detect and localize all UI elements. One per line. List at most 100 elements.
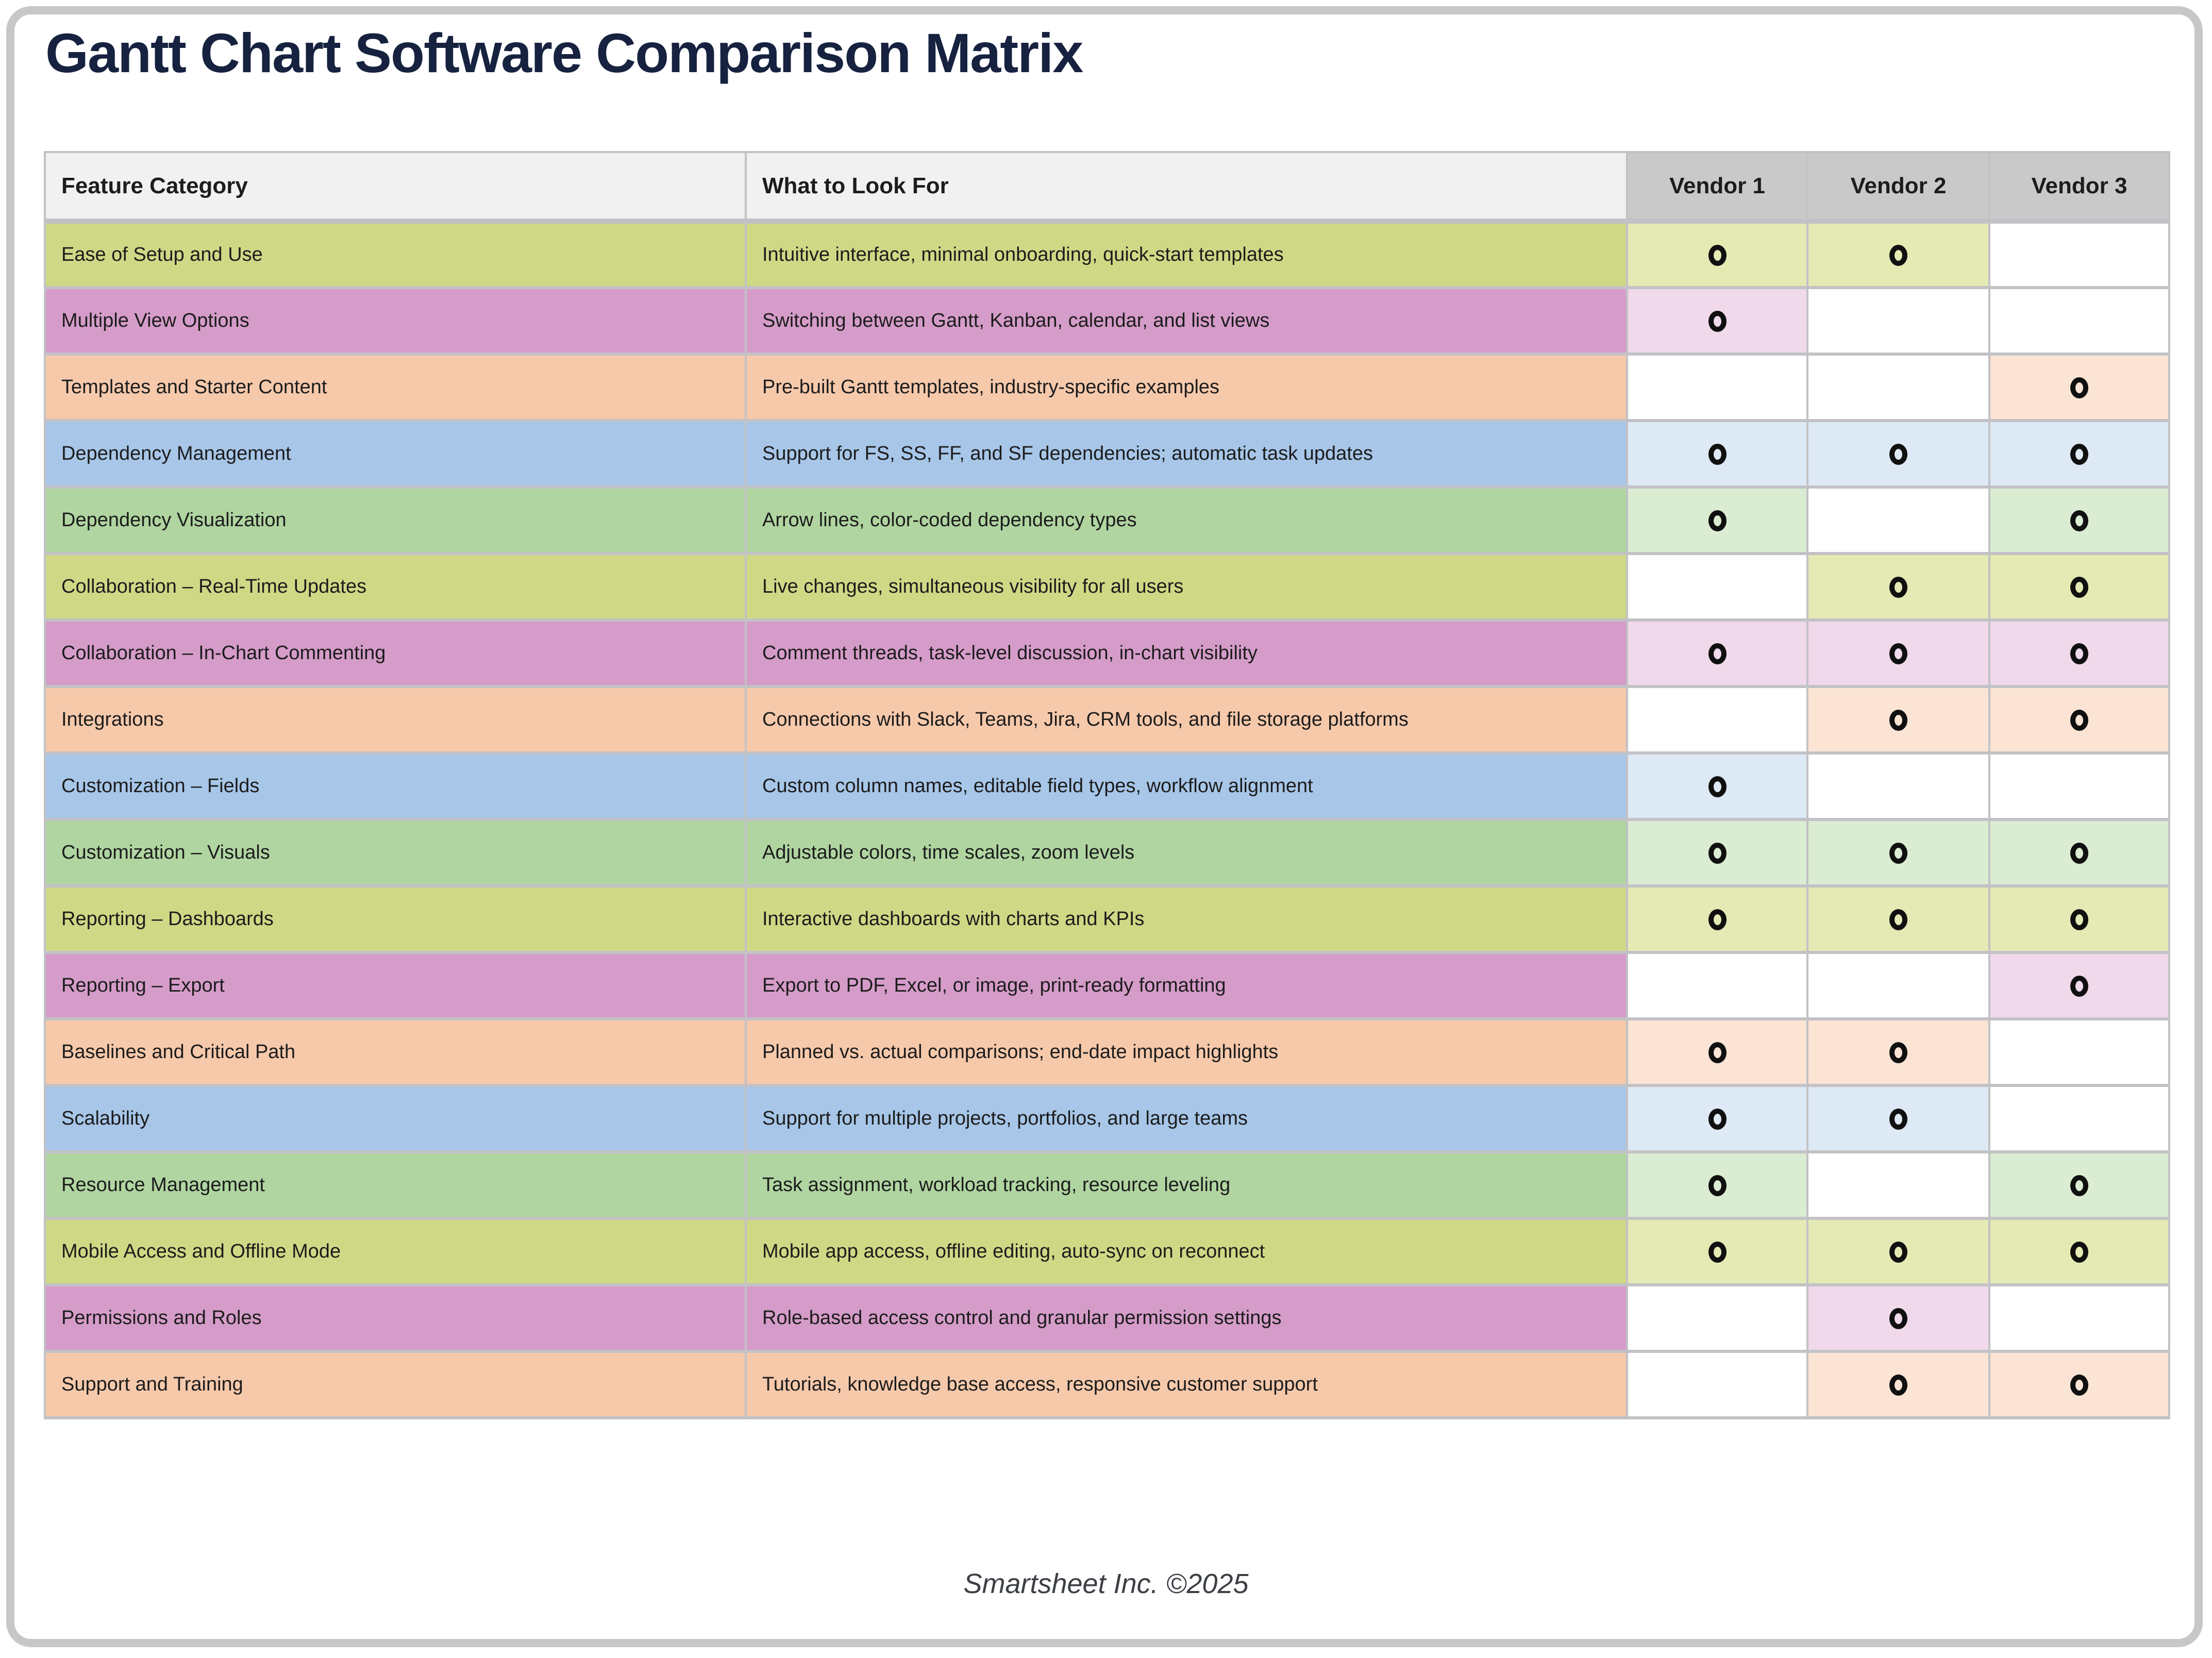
vendor-2-cell [1806, 685, 1990, 755]
table-row: Ease of Setup and Use Intuitive interface… [44, 220, 2170, 289]
header-vendor-2: Vendor 2 [1806, 151, 1990, 224]
circle-mark-icon [2070, 710, 2088, 731]
vendor-2-cell [1806, 619, 1990, 688]
vendor-1-cell [1626, 486, 1808, 555]
table-row: Support and Training Tutorials, knowledge… [44, 1350, 2170, 1419]
what-to-look-for-cell: Task assignment, workload tracking, reso… [745, 1151, 1628, 1220]
what-to-look-for-cell: Arrow lines, color-coded dependency type… [745, 486, 1628, 555]
vendor-2-cell [1806, 885, 1990, 954]
feature-category-cell: Collaboration – Real-Time Updates [44, 552, 747, 622]
what-to-look-for-cell: Pre-built Gantt templates, industry-spec… [745, 353, 1628, 422]
vendor-3-cell [1988, 951, 2170, 1020]
circle-mark-icon [1889, 843, 1907, 864]
circle-mark-icon [2070, 577, 2088, 598]
circle-mark-icon [1889, 245, 1907, 266]
circle-mark-icon [1708, 311, 1727, 332]
feature-category-cell: Baselines and Critical Path [44, 1018, 747, 1087]
vendor-1-cell [1626, 287, 1808, 356]
vendor-1-cell [1626, 752, 1808, 821]
table-row: Scalability Support for multiple projects… [44, 1084, 2170, 1153]
table-header: Feature Category What to Look For Vendor… [44, 151, 2170, 224]
circle-mark-icon [2070, 1242, 2088, 1263]
what-to-look-for-cell: Role-based access control and granular p… [745, 1284, 1628, 1353]
vendor-3-cell [1988, 885, 2170, 954]
header-feature-category: Feature Category [44, 151, 747, 224]
table-row: Mobile Access and Offline Mode Mobile app… [44, 1217, 2170, 1286]
vendor-1-cell [1626, 951, 1808, 1020]
table-row: Collaboration – In-Chart Commenting Comme… [44, 619, 2170, 688]
feature-category-cell: Resource Management [44, 1151, 747, 1220]
feature-category-cell: Reporting – Export [44, 951, 747, 1020]
circle-mark-icon [2070, 444, 2088, 465]
vendor-1-cell [1626, 1217, 1808, 1286]
feature-category-cell: Scalability [44, 1084, 747, 1153]
circle-mark-icon [1889, 1308, 1907, 1330]
vendor-1-cell [1626, 885, 1808, 954]
feature-category-cell: Reporting – Dashboards [44, 885, 747, 954]
vendor-3-cell [1988, 1284, 2170, 1353]
circle-mark-icon [1708, 245, 1727, 266]
circle-mark-icon [1708, 643, 1727, 665]
vendor-3-cell [1988, 1018, 2170, 1087]
vendor-2-cell [1806, 287, 1990, 356]
vendor-3-cell [1988, 552, 2170, 622]
what-to-look-for-cell: Tutorials, knowledge base access, respon… [745, 1350, 1628, 1419]
circle-mark-icon [1708, 444, 1727, 465]
feature-category-cell: Customization – Visuals [44, 818, 747, 887]
feature-category-cell: Permissions and Roles [44, 1284, 747, 1353]
feature-category-cell: Support and Training [44, 1350, 747, 1419]
comparison-matrix-table: Feature Category What to Look For Vendor… [44, 151, 2170, 1419]
vendor-1-cell [1626, 1151, 1808, 1220]
circle-mark-icon [1889, 710, 1907, 731]
circle-mark-icon [1889, 444, 1907, 465]
vendor-2-cell [1806, 1284, 1990, 1353]
vendor-1-cell [1626, 619, 1808, 688]
circle-mark-icon [1889, 909, 1907, 931]
vendor-2-cell [1806, 486, 1990, 555]
feature-category-cell: Customization – Fields [44, 752, 747, 821]
vendor-3-cell [1988, 818, 2170, 887]
table-row: Customization – Visuals Adjustable colors… [44, 818, 2170, 887]
what-to-look-for-cell: Live changes, simultaneous visibility fo… [745, 552, 1628, 622]
vendor-3-cell [1988, 1217, 2170, 1286]
what-to-look-for-cell: Connections with Slack, Teams, Jira, CRM… [745, 685, 1628, 755]
table-row: Dependency Management Support for FS, SS,… [44, 420, 2170, 489]
table-row: Integrations Connections with Slack, Team… [44, 685, 2170, 755]
circle-mark-icon [2070, 377, 2088, 399]
vendor-3-cell [1988, 1151, 2170, 1220]
vendor-2-cell [1806, 1018, 1990, 1087]
circle-mark-icon [1889, 1109, 1907, 1130]
circle-mark-icon [1889, 1242, 1907, 1263]
page-title: Gantt Chart Software Comparison Matrix [45, 22, 1083, 84]
vendor-2-cell [1806, 752, 1990, 821]
vendor-1-cell [1626, 1084, 1808, 1153]
what-to-look-for-cell: Export to PDF, Excel, or image, print-re… [745, 951, 1628, 1020]
what-to-look-for-cell: Interactive dashboards with charts and K… [745, 885, 1628, 954]
table-row: Reporting – Dashboards Interactive dashbo… [44, 885, 2170, 954]
circle-mark-icon [1708, 843, 1727, 864]
circle-mark-icon [1889, 1375, 1907, 1396]
circle-mark-icon [2070, 843, 2088, 864]
vendor-2-cell [1806, 1350, 1990, 1419]
feature-category-cell: Mobile Access and Offline Mode [44, 1217, 747, 1286]
circle-mark-icon [1708, 1242, 1727, 1263]
footer-copyright: Smartsheet Inc. ©2025 [963, 1568, 1249, 1599]
table-row: Baselines and Critical Path Planned vs. a… [44, 1018, 2170, 1087]
header-vendor-3: Vendor 3 [1988, 151, 2170, 224]
table-row: Permissions and Roles Role-based access c… [44, 1284, 2170, 1353]
circle-mark-icon [1889, 1042, 1907, 1064]
vendor-1-cell [1626, 220, 1808, 289]
what-to-look-for-cell: Adjustable colors, time scales, zoom lev… [745, 818, 1628, 887]
vendor-3-cell [1988, 420, 2170, 489]
vendor-1-cell [1626, 353, 1808, 422]
table-row: Reporting – Export Export to PDF, Excel, … [44, 951, 2170, 1020]
vendor-3-cell [1988, 619, 2170, 688]
vendor-2-cell [1806, 420, 1990, 489]
what-to-look-for-cell: Support for multiple projects, portfolio… [745, 1084, 1628, 1153]
feature-category-cell: Collaboration – In-Chart Commenting [44, 619, 747, 688]
vendor-1-cell [1626, 552, 1808, 622]
vendor-3-cell [1988, 486, 2170, 555]
circle-mark-icon [2070, 1375, 2088, 1396]
vendor-2-cell [1806, 353, 1990, 422]
